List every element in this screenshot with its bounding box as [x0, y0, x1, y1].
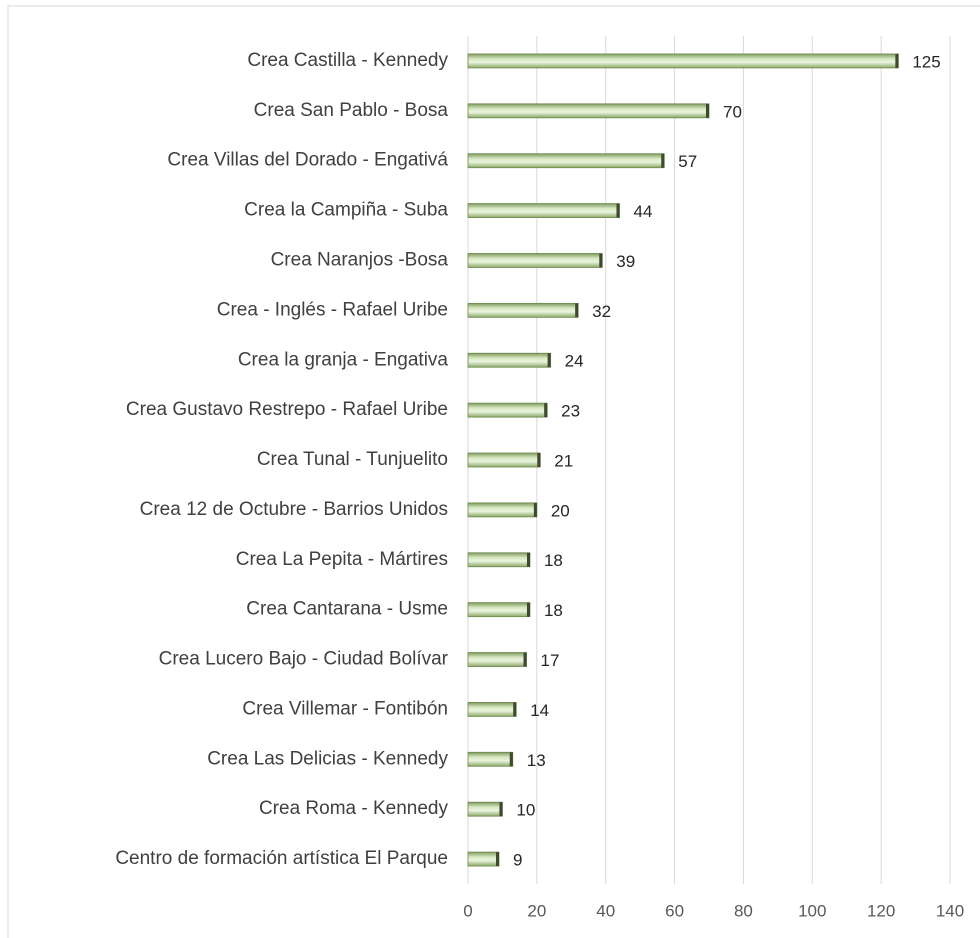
- value-label: 13: [527, 751, 546, 770]
- bar-cap: [495, 852, 499, 867]
- y-tick-label: Crea Lucero Bajo - Ciudad Bolívar: [159, 649, 449, 670]
- x-tick-label: 20: [527, 901, 546, 920]
- value-label: 125: [912, 52, 940, 71]
- bar: [467, 851, 500, 867]
- bar: [467, 452, 541, 468]
- bar-cap: [706, 103, 709, 118]
- bar-cap: [544, 403, 548, 418]
- y-tick-label: Crea Las Delicias - Kennedy: [207, 748, 448, 769]
- value-label: 17: [541, 651, 560, 670]
- x-tick-label: 140: [936, 901, 964, 920]
- bar: [467, 502, 538, 518]
- bar: [467, 801, 503, 817]
- y-tick-label: Crea Castilla - Kennedy: [247, 50, 448, 71]
- x-tick-label: 120: [867, 901, 895, 920]
- bar: [467, 702, 517, 717]
- bar-cap: [523, 652, 527, 667]
- value-label: 14: [530, 701, 549, 720]
- value-label: 24: [565, 352, 584, 371]
- y-tick-label: Crea 12 de Octubre - Barrios Unidos: [140, 499, 448, 520]
- bar: [467, 253, 603, 268]
- bar-cap: [616, 203, 620, 218]
- y-tick-label: Crea Cantarana - Usme: [246, 599, 448, 620]
- bar: [467, 203, 620, 218]
- bar-cap: [599, 253, 603, 268]
- x-tick-label: 0: [463, 901, 472, 920]
- bar: [467, 602, 531, 618]
- value-label: 32: [592, 302, 611, 321]
- y-tick-label: Crea Tunal - Tunjuelito: [257, 449, 448, 470]
- y-tick-label: Crea La Pepita - Mártires: [236, 549, 448, 570]
- y-tick-label: Crea - Inglés - Rafael Uribe: [217, 299, 448, 320]
- bar: [467, 552, 531, 568]
- bar-cap: [526, 552, 530, 567]
- bar-cap: [575, 303, 579, 318]
- bar-cap: [547, 353, 551, 368]
- bar-cap: [895, 53, 899, 68]
- x-tick-label: 80: [734, 901, 753, 920]
- bar-cap: [661, 153, 665, 168]
- bar: [467, 751, 514, 767]
- y-tick-label: Crea Villas del Dorado - Engativá: [167, 150, 448, 171]
- bar-cap: [537, 453, 541, 467]
- bar: [467, 53, 899, 69]
- grid: 0 20 40 60 80 100 120 140: [463, 36, 964, 920]
- bar-cap: [533, 502, 537, 517]
- value-label: 44: [633, 202, 652, 221]
- y-tick-label: Crea Villemar - Fontibón: [242, 698, 448, 719]
- bar-cap: [509, 752, 513, 767]
- value-label: 70: [723, 102, 742, 121]
- x-tick-label: 100: [798, 901, 826, 920]
- value-label: 23: [561, 402, 580, 421]
- bar: [467, 103, 710, 119]
- y-tick-label: Crea la Campiña - Suba: [244, 200, 448, 221]
- value-label: 39: [616, 252, 635, 271]
- y-tick-label: Crea la granja - Engativa: [238, 349, 449, 370]
- value-label: 18: [544, 601, 563, 620]
- y-tick-label: Crea Naranjos -Bosa: [271, 249, 449, 270]
- bar-cap: [526, 602, 530, 617]
- y-tick-label: Crea Roma - Kennedy: [259, 798, 449, 819]
- y-tick-label: Crea San Pablo - Bosa: [254, 100, 449, 121]
- bar: [467, 352, 552, 368]
- value-label: 18: [544, 551, 563, 570]
- chart-border: [7, 5, 980, 938]
- bar: [467, 652, 527, 667]
- value-label: 9: [513, 851, 522, 870]
- y-tick-label: Crea Gustavo Restrepo - Rafael Uribe: [126, 399, 448, 420]
- bar-cap: [513, 702, 517, 717]
- value-label: 10: [516, 801, 535, 820]
- x-tick-label: 60: [665, 901, 684, 920]
- bar-cap: [499, 802, 503, 817]
- value-label: 20: [551, 501, 570, 520]
- bar: [467, 402, 548, 418]
- bar: [467, 302, 579, 318]
- value-label: 21: [554, 451, 573, 470]
- y-tick-label: Centro de formación artística El Parque: [115, 848, 448, 869]
- x-tick-label: 40: [596, 901, 615, 920]
- marks: Crea Castilla - Kennedy 125 Crea San Pablo…: [115, 50, 940, 870]
- bar: [467, 153, 665, 169]
- value-label: 57: [678, 152, 697, 171]
